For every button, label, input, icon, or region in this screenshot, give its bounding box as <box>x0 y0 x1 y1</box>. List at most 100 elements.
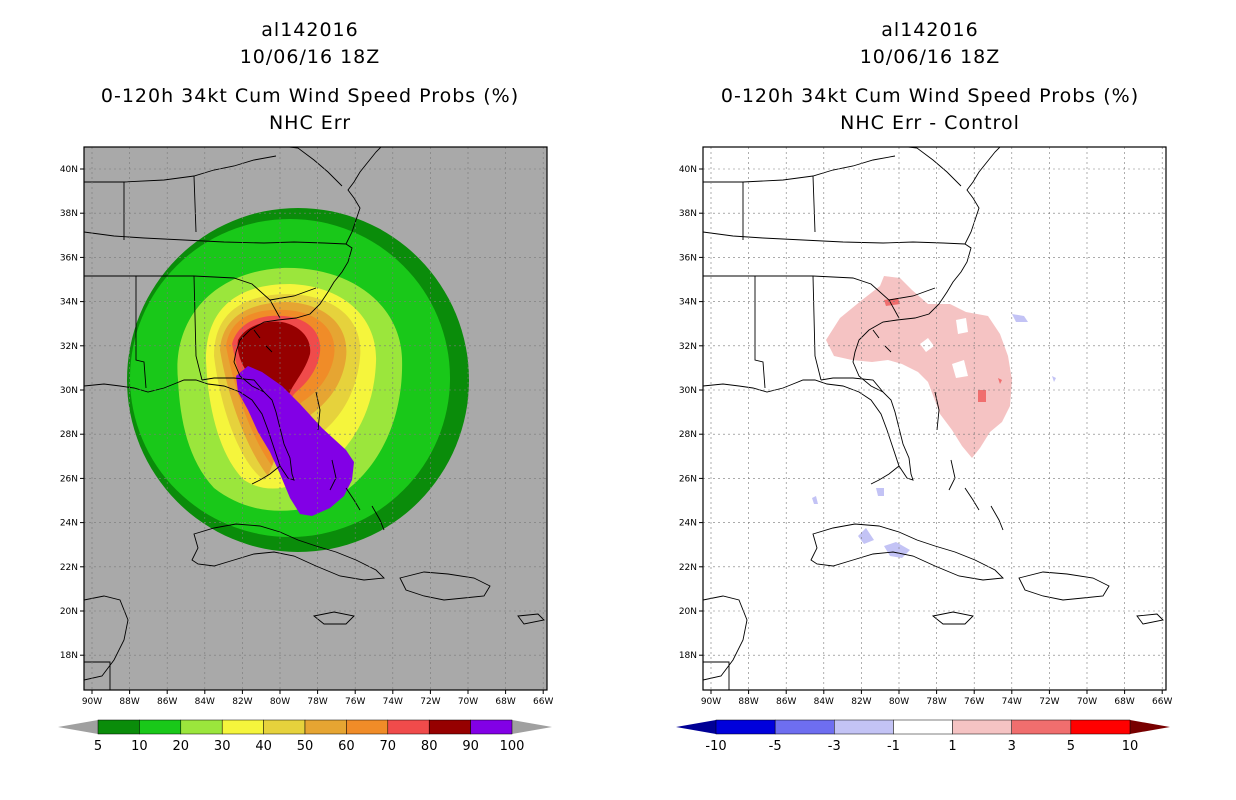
left-probability-field <box>84 147 547 690</box>
left-lon-label: 86W <box>157 697 177 707</box>
right-colorbar-label: 10 <box>1122 739 1139 754</box>
left-colorbar-label: 30 <box>214 739 231 754</box>
right-colorbar-label: 1 <box>948 739 956 754</box>
left-lon-label: 70W <box>458 697 478 707</box>
left-lon-label: 88W <box>119 697 139 707</box>
right-lat-label: 40N <box>679 165 697 175</box>
right-colorbar-swatch <box>774 719 835 735</box>
right-lon-label: 86W <box>776 697 796 707</box>
right-colorbar-label: 3 <box>1008 739 1016 754</box>
right-colorbar-swatch <box>893 719 953 735</box>
left-colorbar-label: 20 <box>173 739 190 754</box>
right-lat-label: 24N <box>679 519 697 529</box>
right-lon-label: 90W <box>701 697 721 707</box>
left-lon-label: 72W <box>420 697 440 707</box>
right-colorbar-label: -10 <box>705 739 726 754</box>
left-lat-label: 24N <box>60 519 78 529</box>
right-map: 90W 88W 86W 84W 82W 80W 78W 76W 74W 72W 70W 68W 66W 4… <box>679 146 1173 707</box>
left-grid <box>84 147 547 690</box>
right-colorbar-swatch <box>715 719 776 735</box>
right-lon-label: 66W <box>1152 697 1172 707</box>
left-panel-title: al142016 10/06/16 18Z 0-120h 34kt Cum Wi… <box>40 18 580 138</box>
right-lat-label: 22N <box>679 563 697 573</box>
left-lon-label: 68W <box>495 697 515 707</box>
left-lat-label: 26N <box>60 474 78 484</box>
left-lat-label: 40N <box>60 165 78 175</box>
right-colorbar: -10 -5 -3 -1 1 3 5 10 <box>676 719 1170 754</box>
right-colorbar-swatch <box>834 719 894 735</box>
left-lat-label: 22N <box>60 563 78 573</box>
right-colorbar-high-arrow <box>1130 720 1170 734</box>
right-lon-label: 70W <box>1077 697 1097 707</box>
left-colorbar-label: 70 <box>380 739 397 754</box>
right-grid <box>703 147 1166 690</box>
left-lon-label: 74W <box>383 697 403 707</box>
left-datetime: 10/06/16 18Z <box>239 46 381 68</box>
right-lon-label: 76W <box>964 697 984 707</box>
left-lon-label: 66W <box>533 697 553 707</box>
left-lat-label: 34N <box>60 298 78 308</box>
right-colorbar-label: 5 <box>1067 739 1075 754</box>
left-lat-label: 18N <box>60 651 78 661</box>
right-axis-ticks: 90W 88W 86W 84W 82W 80W 78W 76W 74W 72W 70W 68W 66W 4… <box>679 165 1173 707</box>
right-lat-label: 26N <box>679 474 697 484</box>
left-colorbar-label: 5 <box>94 739 102 754</box>
right-subtitle: NHC Err - Control <box>840 112 1020 134</box>
left-lon-label: 90W <box>82 697 102 707</box>
left-colorbar-label: 60 <box>338 739 355 754</box>
right-lat-label: 18N <box>679 651 697 661</box>
left-colorbar-swatch <box>428 719 471 735</box>
left-colorbar-swatch <box>346 719 389 735</box>
left-colorbar-swatch <box>139 719 182 735</box>
left-product: 0-120h 34kt Cum Wind Speed Probs (%) <box>100 85 520 107</box>
left-lat-label: 28N <box>60 430 78 440</box>
right-lon-label: 74W <box>1002 697 1022 707</box>
left-colorbar-swatch <box>97 719 140 735</box>
left-lat-label: 30N <box>60 386 78 396</box>
right-difference-field <box>703 147 1166 690</box>
left-colorbar-label: 100 <box>500 739 525 754</box>
right-lon-label: 68W <box>1114 697 1134 707</box>
right-colorbar-label: -5 <box>769 739 782 754</box>
left-subtitle: NHC Err <box>268 112 352 134</box>
right-lat-label: 34N <box>679 298 697 308</box>
left-colorbar-swatch <box>304 719 347 735</box>
right-map-frame <box>702 146 1167 691</box>
right-lon-label: 88W <box>738 697 758 707</box>
right-lon-label: 82W <box>851 697 871 707</box>
left-lon-label: 80W <box>270 697 290 707</box>
right-datetime: 10/06/16 18Z <box>859 46 1001 68</box>
right-lat-label: 20N <box>679 607 697 617</box>
right-lon-label: 72W <box>1039 697 1059 707</box>
right-lon-label: 80W <box>889 697 909 707</box>
left-colorbar-label: 80 <box>421 739 438 754</box>
left-lon-label: 82W <box>232 697 252 707</box>
right-lat-label: 36N <box>679 253 697 263</box>
left-map: 90W 88W 86W 84W 82W 80W 78W 76W 74W 72W 70W 68W 66W 4… <box>60 146 553 707</box>
left-lon-label: 84W <box>195 697 215 707</box>
right-lat-label: 38N <box>679 209 697 219</box>
left-colorbar-label: 50 <box>297 739 314 754</box>
right-lat-label: 32N <box>679 342 697 352</box>
right-colorbar-swatch <box>952 719 1012 735</box>
left-colorbar-swatch <box>180 719 223 735</box>
right-product: 0-120h 34kt Cum Wind Speed Probs (%) <box>720 85 1140 107</box>
right-colorbar-low-arrow <box>676 720 716 734</box>
right-colorbar-swatch <box>1011 719 1072 735</box>
left-colorbar-label: 40 <box>255 739 272 754</box>
right-colorbar-label: -3 <box>828 739 841 754</box>
right-lat-label: 30N <box>679 386 697 396</box>
right-colorbar-label: -1 <box>887 739 900 754</box>
left-lat-label: 20N <box>60 607 78 617</box>
left-lon-label: 78W <box>307 697 327 707</box>
left-colorbar-label: 10 <box>131 739 148 754</box>
left-lat-label: 38N <box>60 209 78 219</box>
left-colorbar-high-arrow <box>512 720 552 734</box>
left-colorbar-swatch <box>221 719 264 735</box>
left-lat-label: 32N <box>60 342 78 352</box>
left-colorbar-swatch <box>387 719 430 735</box>
left-map-frame <box>83 146 548 691</box>
left-lat-label: 36N <box>60 253 78 263</box>
right-storm-id: al142016 <box>881 19 979 41</box>
right-lon-label: 84W <box>814 697 834 707</box>
